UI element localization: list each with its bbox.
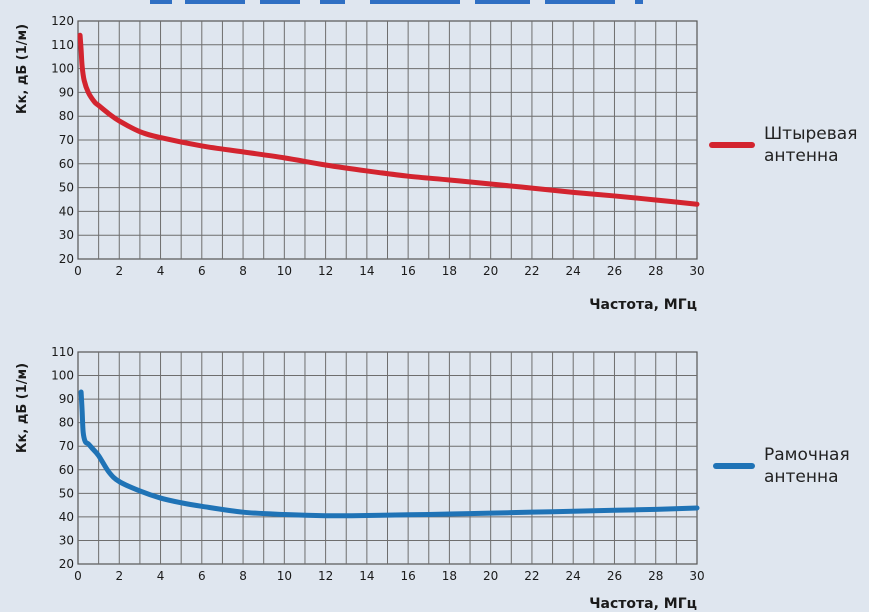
whip-x-tick-label: 2 (115, 264, 123, 278)
loop-x-tick-label: 2 (115, 569, 123, 583)
whip-y-tick-label: 70 (59, 133, 74, 147)
whip-x-tick-label: 8 (239, 264, 247, 278)
loop-x-tick-label: 18 (442, 569, 457, 583)
loop-x-tick-label: 30 (689, 569, 704, 583)
loop-x-tick-label: 24 (566, 569, 581, 583)
loop-x-tick-label: 16 (400, 569, 415, 583)
top-chart-y-axis-label: Кк, дБ (1/м) (15, 24, 30, 114)
bottom-chart-y-axis-label: Кк, дБ (1/м) (15, 363, 30, 453)
loop-x-tick-label: 4 (157, 569, 165, 583)
whip-x-tick-label: 0 (74, 264, 82, 278)
whip-y-tick-label: 90 (59, 85, 74, 99)
top-chart-legend: Штыревая антенна (709, 124, 857, 166)
loop-x-tick-label: 0 (74, 569, 82, 583)
whip-x-tick-label: 26 (607, 264, 622, 278)
whip-y-tick-label: 40 (59, 204, 74, 218)
whip-y-tick-label: 30 (59, 228, 74, 242)
whip-x-tick-label: 30 (689, 264, 704, 278)
loop-y-tick-label: 30 (59, 533, 74, 547)
bottom-chart-x-axis-label: Частота, МГц (589, 596, 697, 612)
loop-x-tick-label: 20 (483, 569, 498, 583)
whip-y-tick-label: 50 (59, 181, 74, 195)
whip-x-tick-label: 20 (483, 264, 498, 278)
whip-x-tick-label: 28 (648, 264, 663, 278)
whip-y-tick-label: 110 (51, 38, 74, 52)
whip-y-tick-label: 20 (59, 252, 74, 266)
loop-x-tick-label: 28 (648, 569, 663, 583)
loop-x-tick-label: 6 (198, 569, 206, 583)
whip-series-line (77, 32, 700, 207)
whip-x-tick-label: 24 (566, 264, 581, 278)
loop-y-tick-label: 50 (59, 486, 74, 500)
loop-x-tick-label: 22 (524, 569, 539, 583)
whip-x-tick-label: 18 (442, 264, 457, 278)
cropped-title-band (150, 0, 643, 4)
whip-x-tick-label: 6 (198, 264, 206, 278)
top-chart-x-axis-label: Частота, МГц (589, 297, 697, 313)
whip-x-tick-label: 10 (277, 264, 292, 278)
whip-x-tick-label: 22 (524, 264, 539, 278)
loop-x-tick-label: 10 (277, 569, 292, 583)
loop-y-tick-label: 40 (59, 510, 74, 524)
whip-y-tick-label: 60 (59, 157, 74, 171)
loop-y-tick-label: 60 (59, 463, 74, 477)
whip-y-tick-label: 120 (51, 14, 74, 28)
loop-series-line (78, 389, 700, 519)
whip-y-tick-label: 80 (59, 109, 74, 123)
bottom-chart-legend: Рамочная антенна (713, 445, 850, 487)
loop-y-tick-label: 20 (59, 557, 74, 571)
loop-x-tick-label: 14 (359, 569, 374, 583)
loop-y-tick-label: 80 (59, 416, 74, 430)
loop-y-tick-label: 100 (51, 369, 74, 383)
loop-x-tick-label: 12 (318, 569, 333, 583)
whip-y-tick-label: 100 (51, 62, 74, 76)
whip-x-tick-label: 12 (318, 264, 333, 278)
loop-x-tick-label: 26 (607, 569, 622, 583)
loop-x-tick-label: 8 (239, 569, 247, 583)
whip-antenna-legend-line2: антенна (764, 146, 839, 166)
loop-antenna-legend-line1: Рамочная (764, 445, 850, 465)
whip-x-tick-label: 14 (359, 264, 374, 278)
loop-antenna-legend-line2: антенна (764, 467, 839, 487)
whip-x-tick-label: 4 (157, 264, 165, 278)
whip-antenna-legend-line1: Штыревая (764, 124, 857, 144)
loop-y-tick-label: 90 (59, 392, 74, 406)
loop-y-tick-label: 70 (59, 439, 74, 453)
loop-y-tick-label: 110 (51, 345, 74, 359)
whip-x-tick-label: 16 (400, 264, 415, 278)
